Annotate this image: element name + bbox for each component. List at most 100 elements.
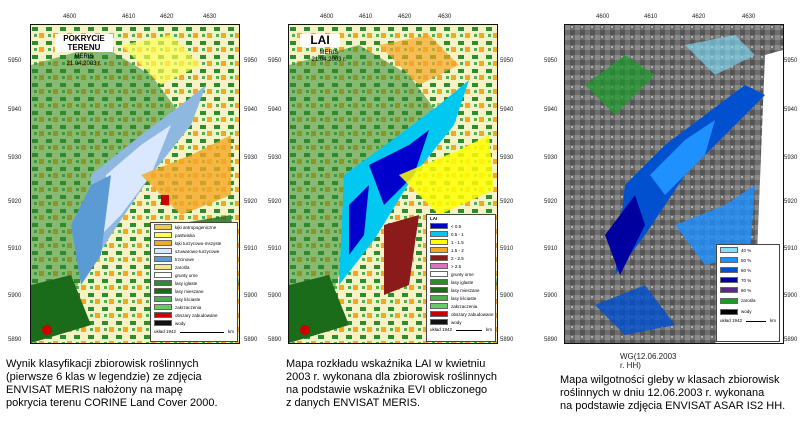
y-tick: 5920 [544,199,558,205]
legend-swatch [430,311,448,317]
legend-label: grunty orne [451,271,474,277]
legend-label: 1.5 - 2 [451,247,464,253]
y-tick: 5940 [268,107,282,113]
legend-swatch [430,295,448,301]
legend-swatch [154,264,172,270]
legend-item: wody [717,306,779,317]
scale-bar: układ 1942 km [151,327,237,336]
legend-swatch [720,277,738,283]
y-tick: 5890 [500,337,514,343]
legend-swatch [154,280,172,286]
map-title-text: LAI [310,33,330,47]
scale-line [180,332,224,334]
y-tick: 5910 [8,246,22,252]
legend-swatch [154,320,172,326]
scale-label: układ 1942 [154,329,177,334]
legend-item: > 2.5 [427,262,495,270]
scale-line [456,330,482,332]
legend-item: lasy iglaste [151,279,237,287]
map-subtitle: MERIS 21.04.2003 r. [300,50,358,64]
legend-swatch [720,257,738,263]
x-tick: 4630 [742,14,756,20]
y-tick: 5890 [544,337,558,343]
legend-swatch [154,224,172,230]
y-tick: 5940 [244,107,258,113]
y-tick: 5900 [244,293,258,299]
caption-line: Mapa rozkładu wskaźnika LAI w kwietniu [286,358,486,370]
caption: Mapa rozkładu wskaźnika LAI w kwietniu 2… [286,358,526,410]
legend-swatch [154,248,172,254]
legend-items: łąki antropogeniczne pastwiska łąki turzyc… [151,223,237,327]
legend-swatch [720,287,738,293]
legend-item: lasy liściaste [151,295,237,303]
scale-label: układ 1942 [430,327,453,332]
y-tick: 5890 [784,337,798,343]
legend-swatch [720,247,738,253]
x-tick: 4630 [203,14,217,20]
y-tick: 5930 [784,155,798,161]
y-tick: 5900 [784,293,798,299]
legend-label: 2 - 2.5 [451,255,464,261]
y-tick: 5890 [268,337,282,343]
scale-label: układ 1942 [720,318,743,323]
legend-item: zarośla [151,263,237,271]
y-tick: 5930 [244,155,258,161]
legend-label: 60 % [741,267,752,273]
legend-item: 50 % [717,255,779,265]
legend-label: zakrzaczenia [175,304,202,310]
legend-swatch [430,303,448,309]
x-tick: 4620 [398,14,412,20]
legend-swatch [720,267,738,273]
legend-swatch [154,312,172,318]
y-tick: 5890 [244,337,258,343]
legend-swatch [154,240,172,246]
legend-swatch [430,255,448,261]
legend-item: łąki antropogeniczne [151,223,237,231]
legend-swatch [154,232,172,238]
x-tick: 4620 [692,14,706,20]
scale-unit: km [486,327,492,332]
legend-swatch [430,247,448,253]
legend-extra-items: zarośla wody [717,295,779,317]
legend-item: lasy mieszane [427,286,495,294]
y-tick: 5930 [544,155,558,161]
legend-item: 0.5 - 1 [427,230,495,238]
legend-item: wody [151,319,237,327]
y-tick: 5920 [8,199,22,205]
legend-item: grunty orne [427,270,495,278]
legend-swatch [430,239,448,245]
x-tick: 4600 [596,14,610,20]
legend-item: szuwarowo-turzycowe [151,247,237,255]
legend-label: 1 - 1.5 [451,239,464,245]
legend-label: szuwarowo-turzycowe [175,248,220,254]
y-tick: 5950 [268,58,282,64]
y-tick: 5900 [8,293,22,299]
y-tick: 5950 [544,58,558,64]
caption: Wynik klasyfikacji zbiorowisk roślinnych… [6,358,256,410]
legend-label: 70 % [741,277,752,283]
y-tick: 5910 [244,246,258,252]
legend-label: wody [741,309,752,314]
legend-label: 50 % [741,257,752,263]
legend-label: lasy mieszane [175,288,204,294]
y-tick: 5900 [268,293,282,299]
legend-swatch [154,256,172,262]
legend-label: 40 % [741,247,752,253]
legend-item: trzcinowe [151,255,237,263]
legend-label: < 0.5 [451,223,462,229]
map-title: POKRYCIE TERENU [55,34,113,52]
legend-swatch [430,279,448,285]
legend-swatch [430,271,448,277]
y-tick: 5910 [784,246,798,252]
legend-swatch [154,296,172,302]
y-tick: 5950 [500,58,514,64]
legend-label: pastwiska [175,232,195,238]
lai-map [288,24,498,344]
legend: 40 % 50 % 60 % 70 % 80 % zarośla wody układ 1… [716,244,780,342]
y-tick: 5920 [268,199,282,205]
legend-item: łąki turzycowo-mszyste [151,239,237,247]
caption-line: roślinnych w dniu 12.06.2003 r. wykonana [560,387,765,399]
legend-swatch [430,287,448,293]
legend-label: zarośla [175,264,190,270]
y-tick: 5920 [244,199,258,205]
